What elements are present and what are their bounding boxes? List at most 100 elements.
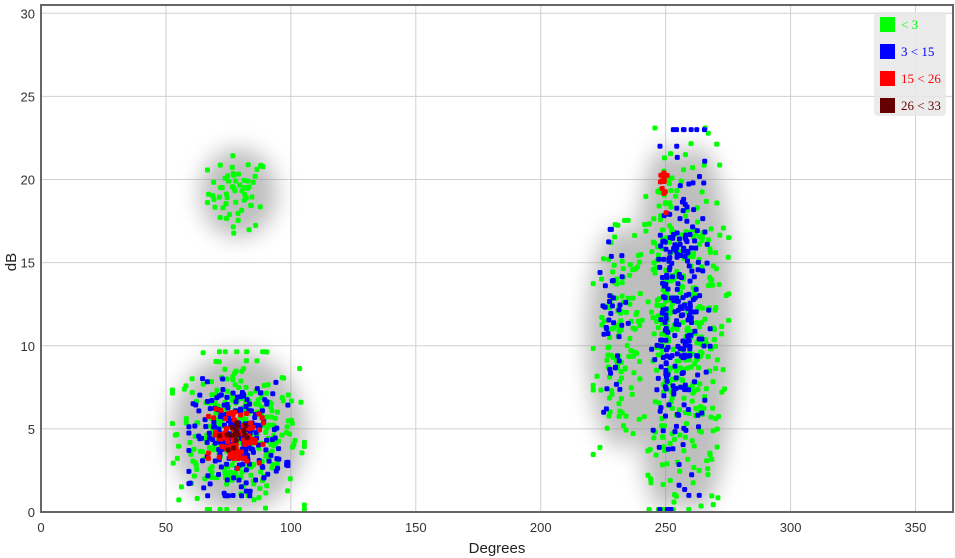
- data-point: [224, 461, 230, 467]
- data-point: [714, 444, 720, 450]
- data-point: [657, 143, 663, 149]
- data-point: [629, 391, 635, 397]
- data-point: [634, 350, 640, 356]
- data-point: [688, 245, 694, 251]
- legend-label: 26 < 33: [901, 98, 941, 113]
- data-point: [617, 302, 623, 308]
- data-point: [223, 426, 229, 432]
- data-point: [243, 195, 249, 201]
- data-point: [243, 384, 249, 390]
- data-point: [676, 358, 682, 364]
- data-point: [237, 182, 243, 188]
- data-point: [279, 375, 285, 381]
- data-point: [666, 402, 672, 408]
- data-point: [701, 180, 707, 186]
- data-point: [254, 386, 260, 392]
- data-point: [590, 387, 596, 393]
- data-point: [253, 222, 259, 228]
- data-point: [624, 343, 630, 349]
- data-point: [686, 312, 692, 318]
- data-point: [220, 205, 226, 211]
- data-point: [658, 337, 664, 343]
- data-point: [617, 386, 623, 392]
- data-point: [298, 399, 304, 405]
- data-point: [614, 281, 620, 287]
- data-point: [659, 185, 665, 191]
- data-point: [284, 424, 290, 430]
- data-point: [230, 390, 236, 396]
- data-point: [609, 303, 615, 309]
- data-point: [680, 127, 686, 133]
- data-point: [623, 309, 629, 315]
- data-point: [682, 382, 688, 388]
- data-point: [696, 324, 702, 330]
- data-point: [650, 266, 656, 272]
- data-point: [200, 350, 206, 356]
- data-point: [212, 424, 218, 430]
- data-point: [217, 414, 223, 420]
- data-point: [652, 357, 658, 363]
- data-point: [680, 377, 686, 383]
- data-point: [616, 401, 622, 407]
- data-point: [664, 353, 670, 359]
- data-point: [711, 337, 717, 343]
- data-point: [694, 320, 700, 326]
- data-point: [714, 141, 720, 147]
- data-point: [602, 283, 608, 289]
- data-point: [261, 475, 267, 481]
- data-point: [257, 427, 263, 433]
- data-point: [204, 399, 210, 405]
- data-point: [677, 216, 683, 222]
- data-point: [207, 506, 213, 512]
- data-point: [713, 365, 719, 371]
- data-point: [612, 234, 618, 240]
- data-point: [686, 492, 692, 498]
- data-point: [658, 364, 664, 370]
- data-point: [606, 344, 612, 350]
- data-point: [620, 266, 626, 272]
- data-point: [232, 370, 238, 376]
- data-point: [713, 266, 719, 272]
- data-point: [655, 375, 661, 381]
- data-point: [616, 413, 622, 419]
- data-point: [279, 395, 285, 401]
- data-point: [674, 251, 680, 257]
- data-point: [239, 469, 245, 475]
- data-point: [667, 477, 673, 483]
- data-point: [689, 438, 695, 444]
- data-point: [212, 440, 218, 446]
- data-point: [658, 243, 664, 249]
- data-point: [656, 444, 662, 450]
- data-point: [673, 368, 679, 374]
- data-point: [205, 455, 211, 461]
- data-point: [698, 429, 704, 435]
- data-point: [233, 178, 239, 184]
- data-point: [685, 249, 691, 255]
- data-point: [276, 446, 282, 452]
- data-point: [258, 390, 264, 396]
- data-point: [672, 429, 678, 435]
- data-point: [689, 472, 695, 478]
- data-point: [169, 387, 175, 393]
- data-point: [264, 414, 270, 420]
- data-point: [613, 364, 619, 370]
- data-point: [213, 429, 219, 435]
- data-point: [654, 367, 660, 373]
- data-point: [660, 280, 666, 286]
- legend-swatch: [880, 44, 895, 59]
- data-point: [243, 358, 249, 364]
- data-point: [275, 465, 281, 471]
- data-point: [618, 396, 624, 402]
- data-point: [206, 430, 212, 436]
- data-point: [673, 247, 679, 253]
- data-point: [688, 316, 694, 322]
- data-point: [243, 467, 249, 473]
- data-point: [710, 502, 716, 508]
- data-point: [691, 464, 697, 470]
- data-point: [696, 365, 702, 371]
- data-point: [627, 272, 633, 278]
- data-point: [618, 369, 624, 375]
- data-point: [678, 178, 684, 184]
- data-point: [648, 309, 654, 315]
- legend-label: 3 < 15: [901, 44, 934, 59]
